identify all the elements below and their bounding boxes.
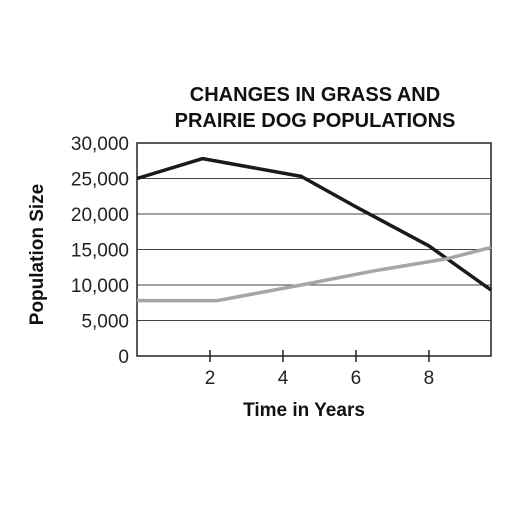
chart-title: CHANGES IN GRASS AND PRAIRIE DOG POPULAT… [130, 82, 500, 134]
plot-area-frame [136, 142, 492, 357]
x-tick-label: 6 [351, 368, 362, 389]
y-tick-label: 0 [118, 347, 129, 368]
x-tick-label: 2 [205, 368, 216, 389]
x-tick-label: 8 [424, 368, 435, 389]
chart-title-line-1: CHANGES IN GRASS AND [189, 84, 441, 106]
x-axis-label: Time in Years [243, 400, 365, 421]
chart-title-line-2: PRAIRIE DOG POPULATIONS [174, 110, 456, 132]
x-axis: 2 4 6 8 [205, 350, 435, 389]
series-lines [136, 156, 493, 303]
y-tick-label: 10,000 [71, 276, 129, 297]
y-tick-label: 25,000 [71, 170, 129, 191]
series-line-2 [137, 245, 492, 303]
x-tick-label: 4 [278, 368, 289, 389]
y-tick-label: 15,000 [71, 241, 129, 262]
y-tick-label: 5,000 [81, 312, 129, 333]
y-axis-label: Population Size [27, 184, 48, 325]
series-line-1 [136, 156, 493, 292]
y-axis: 0 5,000 10,000 15,000 20,000 25,000 30,000 [71, 134, 129, 368]
y-tick-label: 30,000 [71, 134, 129, 155]
y-tick-label: 20,000 [71, 205, 129, 226]
